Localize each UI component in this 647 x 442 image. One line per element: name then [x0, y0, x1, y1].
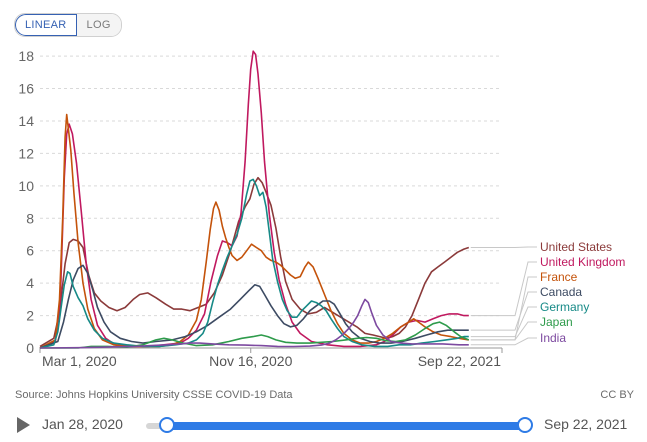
label-connector [470, 306, 537, 338]
timeline-start-date: Jan 28, 2020 [42, 416, 123, 432]
x-tick-label: Sep 22, 2021 [418, 353, 502, 369]
label-connector [470, 261, 537, 317]
x-tick-label: Mar 1, 2020 [42, 353, 117, 369]
series-label: Japan [540, 315, 573, 329]
series-label: Germany [540, 300, 589, 314]
y-tick-label: 18 [18, 48, 34, 64]
slider-start-handle[interactable] [159, 417, 175, 433]
x-tick-label: Nov 16, 2020 [209, 353, 292, 369]
series-label: Canada [540, 285, 582, 299]
y-tick-label: 16 [18, 81, 34, 97]
slider-range-fill [167, 422, 525, 430]
line-chart: 0 2 4 6 8 10 12 14 16 18 Mar 1, 2020 Nov 16, 2020 S… [18, 48, 625, 369]
y-tick-label: 4 [26, 275, 34, 291]
series-line-france [39, 113, 469, 349]
series-label: United States [540, 240, 612, 254]
label-connector [470, 291, 537, 331]
timeline-slider: Jan 28, 2020 Sep 22, 2021 [0, 410, 647, 440]
series-line-canada [39, 264, 469, 349]
license-link[interactable]: CC BY [600, 389, 634, 401]
y-tick-label: 10 [18, 178, 34, 194]
series-line-germany [39, 178, 469, 349]
play-icon[interactable] [17, 417, 30, 433]
series-label: United Kingdom [540, 255, 625, 269]
y-axis-ticks: 0 2 4 6 8 10 12 14 16 18 [18, 48, 34, 356]
y-tick-label: 2 [26, 308, 34, 324]
slider-end-handle[interactable] [517, 417, 533, 433]
label-connector [470, 321, 537, 341]
series-line-japan [40, 321, 470, 349]
series-label: India [540, 331, 566, 345]
scale-toggle: LINEAR LOG [14, 13, 122, 37]
log-scale-button[interactable]: LOG [76, 14, 121, 36]
series-line-united-kingdom [39, 50, 469, 349]
series-line-united-states [39, 176, 470, 348]
series-lines [39, 50, 470, 349]
linear-scale-button[interactable]: LINEAR [15, 14, 77, 36]
series-label: France [540, 270, 578, 284]
series-line-india [39, 298, 469, 349]
timeline-end-date: Sep 22, 2021 [544, 416, 628, 432]
source-note: Source: Johns Hopkins University CSSE CO… [15, 389, 293, 401]
y-tick-label: 0 [26, 340, 34, 356]
y-tick-label: 6 [26, 243, 34, 259]
y-tick-label: 12 [18, 145, 34, 161]
y-tick-label: 8 [26, 210, 34, 226]
label-connector [470, 337, 537, 346]
x-axis: Mar 1, 2020 Nov 16, 2020 Sep 22, 2021 [39, 348, 503, 369]
grid-lines [40, 55, 502, 349]
y-tick-label: 14 [18, 113, 34, 129]
